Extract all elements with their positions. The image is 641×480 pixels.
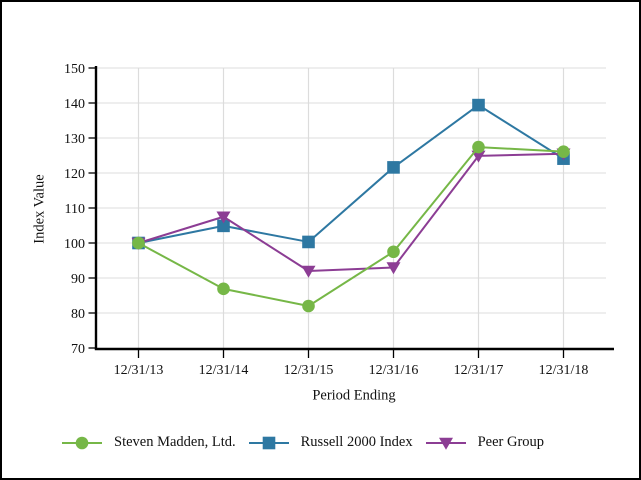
square-marker-icon — [217, 219, 230, 233]
y-tick-label: 110 — [65, 202, 85, 217]
triangle-down-marker-icon — [301, 265, 316, 278]
triangle-down-marker-icon — [438, 437, 453, 450]
x-tick-label: 12/31/13 — [114, 363, 164, 378]
legend-label-russell-2000: Russell 2000 Index — [300, 434, 413, 450]
x-tick-label: 12/31/14 — [199, 363, 249, 378]
y-tick-label: 70 — [71, 342, 85, 357]
series-russell-2000-index — [132, 98, 570, 250]
triangle-down-marker-icon — [471, 150, 486, 163]
circle-marker-icon — [387, 245, 400, 259]
square-marker-icon — [262, 436, 275, 449]
x-tick-label: 12/31/18 — [539, 363, 589, 378]
circle-marker-icon — [302, 299, 315, 313]
y-tick-label: 100 — [64, 237, 85, 252]
legend-marker-square-icon — [248, 436, 289, 449]
y-axis-title: Index Value — [31, 174, 48, 244]
y-tick-label: 80 — [71, 307, 85, 322]
y-tick-label: 120 — [64, 167, 85, 182]
gridlines — [96, 67, 606, 348]
circle-marker-icon — [75, 436, 89, 449]
legend-marker-triangle-icon — [425, 437, 466, 450]
axes: 70 80 90 100 110 120 130 140 150 12/31/13 12/31/14… — [64, 62, 614, 378]
circle-marker-icon — [132, 236, 145, 250]
circle-marker-icon — [472, 140, 485, 154]
series-line — [138, 146, 564, 307]
series-steven-madden-ltd — [132, 140, 570, 313]
x-tick-label: 12/31/17 — [454, 363, 504, 378]
y-tick-label: 150 — [64, 62, 85, 77]
series-line — [138, 152, 564, 272]
legend-label-peer-group: Peer Group — [477, 434, 545, 450]
triangle-down-marker-icon — [216, 211, 231, 224]
square-marker-icon — [387, 161, 400, 174]
y-tick-label: 90 — [71, 272, 85, 287]
circle-marker-icon — [557, 145, 570, 158]
y-tick-label: 130 — [64, 132, 85, 147]
x-tick-label: 12/31/15 — [284, 363, 334, 378]
square-marker-icon — [472, 98, 485, 112]
series-line — [138, 104, 565, 244]
y-tick-label: 140 — [64, 97, 85, 112]
x-tick-label: 12/31/16 — [369, 363, 419, 378]
legend-item-peer-group: Peer Group — [425, 434, 545, 451]
x-axis-title: Period Ending — [312, 387, 396, 404]
legend-label-steven-madden: Steven Madden, Ltd. — [114, 434, 236, 450]
legend-marker-circle-icon — [62, 436, 102, 449]
legend-item-russell-2000: Russell 2000 Index — [248, 434, 413, 451]
series-peer-group — [131, 148, 571, 278]
circle-marker-icon — [217, 282, 230, 296]
square-marker-icon — [302, 235, 315, 249]
triangle-down-marker-icon — [386, 262, 401, 275]
legend-item-steven-madden: Steven Madden, Ltd. — [62, 434, 236, 451]
legend: Steven Madden, Ltd. Russell 2000 Index P… — [62, 434, 544, 451]
